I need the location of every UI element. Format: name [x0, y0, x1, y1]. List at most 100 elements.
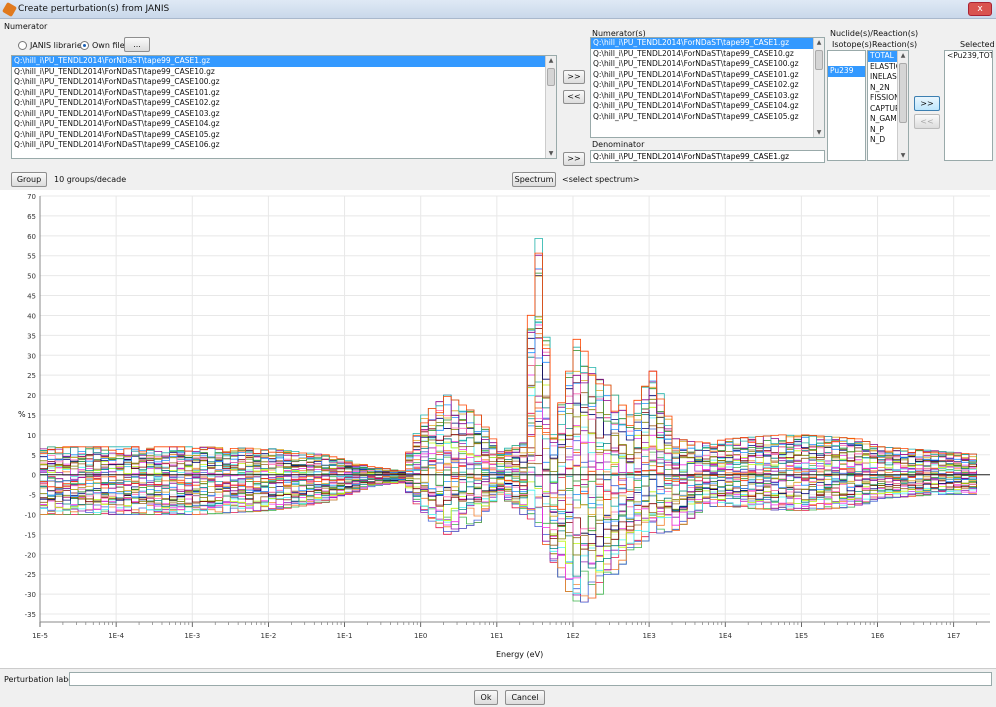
list-item[interactable]: N_D: [870, 135, 886, 144]
list-item[interactable]: ELASTIC: [870, 61, 902, 71]
x-tick-label: 1E-3: [184, 632, 200, 640]
title-bar: Create perturbation(s) from JANIS x: [0, 0, 996, 19]
reaction-header: Reaction(s): [872, 40, 918, 49]
y-axis-label: %: [18, 410, 26, 419]
groups-per-decade-text: 10 groups/decade: [54, 175, 127, 184]
y-tick-label: -35: [25, 611, 36, 619]
perturbation-label-input[interactable]: [69, 672, 992, 686]
list-item[interactable]: Q:\hill_i\PU_TENDL2014\ForNDaST\tape99_C…: [593, 48, 794, 58]
list-item[interactable]: Q:\hill_i\PU_TENDL2014\ForNDaST\tape99_C…: [14, 108, 220, 118]
y-tick-label: 5: [32, 452, 36, 460]
list-item[interactable]: Q:\hill_i\PU_TENDL2014\ForNDaST\tape99_C…: [591, 38, 824, 49]
denominator-field[interactable]: Q:\hill_i\PU_TENDL2014\ForNDaST\tape99_C…: [590, 150, 825, 163]
list-item[interactable]: INELAS...: [870, 72, 904, 81]
janis-libraries-radio[interactable]: [18, 41, 27, 50]
scroll-up-icon[interactable]: ▲: [548, 57, 554, 64]
scroll-thumb[interactable]: [547, 68, 555, 86]
y-tick-label: 20: [27, 392, 36, 400]
chart-svg: 7065605550454035302520151050-5-10-15-20-…: [25, 193, 990, 640]
series-line: [40, 254, 977, 473]
list-item[interactable]: CAPTURE: [870, 103, 905, 113]
perturbation-label-text: Perturbation label:: [4, 675, 79, 684]
bottom-bar: Perturbation label: Ok Cancel: [0, 668, 996, 707]
list-item[interactable]: N_GAM...: [870, 114, 904, 123]
browse-button[interactable]: ...: [124, 37, 150, 52]
series-line: [40, 481, 977, 602]
list-item[interactable]: Pu239: [828, 66, 865, 77]
own-files-radio[interactable]: [80, 41, 89, 50]
list-item[interactable]: Q:\hill_i\PU_TENDL2014\ForNDaST\tape99_C…: [14, 119, 220, 128]
series-line: [40, 275, 977, 474]
series-line: [40, 252, 977, 472]
list-item[interactable]: N_P: [870, 124, 884, 134]
y-tick-label: 70: [27, 193, 36, 201]
scroll-down-icon[interactable]: ▼: [548, 150, 554, 157]
group-button[interactable]: Group: [11, 172, 47, 187]
ok-button[interactable]: Ok: [474, 690, 498, 705]
series-line: [40, 471, 977, 580]
list-item[interactable]: TOTAL: [868, 51, 908, 62]
scroll-thumb[interactable]: [815, 50, 823, 70]
y-tick-label: 10: [27, 432, 36, 440]
list-item[interactable]: Q:\hill_i\PU_TENDL2014\ForNDaST\tape99_C…: [14, 129, 220, 139]
isotope-header: Isotope(s): [832, 40, 872, 49]
y-tick-label: 45: [27, 293, 36, 301]
numerator-scrollbar[interactable]: ▲ ▼: [545, 56, 556, 158]
remove-reaction-button[interactable]: <<: [914, 114, 940, 129]
scroll-up-icon[interactable]: ▲: [816, 39, 822, 46]
remove-numerator-button[interactable]: <<: [563, 90, 585, 104]
add-denominator-button[interactable]: >>: [563, 152, 585, 166]
list-item[interactable]: Q:\hill_i\PU_TENDL2014\ForNDaST\tape99_C…: [593, 59, 799, 68]
list-item[interactable]: Q:\hill_i\PU_TENDL2014\ForNDaST\tape99_C…: [12, 56, 556, 67]
list-item[interactable]: Q:\hill_i\PU_TENDL2014\ForNDaST\tape99_C…: [593, 90, 799, 100]
isotope-list[interactable]: Pu239: [827, 50, 866, 161]
list-item[interactable]: FISSION: [870, 93, 900, 102]
list-item[interactable]: Q:\hill_i\PU_TENDL2014\ForNDaST\tape99_C…: [593, 69, 799, 79]
scroll-down-icon[interactable]: ▼: [816, 129, 822, 136]
list-item[interactable]: Q:\hill_i\PU_TENDL2014\ForNDaST\tape99_C…: [593, 101, 799, 110]
selected-reactions-list[interactable]: <Pu239,TOTAL>: [944, 50, 993, 161]
list-item[interactable]: Q:\hill_i\PU_TENDL2014\ForNDaST\tape99_C…: [593, 80, 799, 89]
perturbation-chart: 70 65 60 55 50 45 40 35 30 25 20 15 10 5 0 -5 -10 -15 -20-…: [0, 190, 996, 668]
series-line: [40, 481, 977, 596]
x-tick-label: 1E-1: [337, 632, 353, 640]
reaction-scrollbar[interactable]: ▲ ▼: [897, 51, 908, 160]
series-line: [40, 238, 977, 473]
list-item[interactable]: N_2N: [870, 82, 890, 92]
y-tick-label: -20: [25, 551, 36, 559]
cancel-button[interactable]: Cancel: [505, 690, 545, 705]
close-button[interactable]: x: [968, 2, 992, 16]
list-item[interactable]: Q:\hill_i\PU_TENDL2014\ForNDaST\tape99_C…: [14, 98, 220, 107]
denominator-heading: Denominator: [592, 140, 645, 149]
list-item[interactable]: Q:\hill_i\PU_TENDL2014\ForNDaST\tape99_C…: [14, 77, 220, 86]
list-item[interactable]: Q:\hill_i\PU_TENDL2014\ForNDaST\tape99_C…: [593, 111, 799, 121]
y-tick-label: -5: [29, 492, 36, 500]
series-line: [40, 481, 977, 594]
y-tick-label: 40: [27, 312, 36, 320]
y-tick-label: -15: [25, 531, 36, 539]
scroll-thumb[interactable]: [899, 63, 907, 123]
list-item[interactable]: Q:\hill_i\PU_TENDL2014\ForNDaST\tape99_C…: [14, 87, 220, 97]
y-tick-label: 60: [27, 233, 36, 241]
add-numerator-button[interactable]: >>: [563, 70, 585, 84]
y-tick-label: -10: [25, 512, 36, 520]
scroll-up-icon[interactable]: ▲: [900, 52, 906, 59]
numerator-file-list[interactable]: Q:\hill_i\PU_TENDL2014\ForNDaST\tape99_C…: [11, 55, 557, 159]
y-tick-label: -25: [25, 571, 36, 579]
list-item[interactable]: Q:\hill_i\PU_TENDL2014\ForNDaST\tape99_C…: [14, 66, 215, 76]
numerators-scrollbar[interactable]: ▲ ▼: [813, 38, 824, 137]
selected-numerators-list[interactable]: Q:\hill_i\PU_TENDL2014\ForNDaST\tape99_C…: [590, 37, 825, 138]
y-tick-label: 35: [27, 332, 36, 340]
reaction-list[interactable]: TOTAL ELASTIC INELAS... N_2N FISSION CAPTURE N…: [867, 50, 909, 161]
spectrum-button[interactable]: Spectrum: [512, 172, 556, 187]
window-title: Create perturbation(s) from JANIS: [18, 4, 170, 14]
x-tick-label: 1E3: [642, 632, 655, 640]
series-line: [40, 275, 977, 473]
scroll-down-icon[interactable]: ▼: [900, 152, 906, 159]
list-item[interactable]: Q:\hill_i\PU_TENDL2014\ForNDaST\tape99_C…: [14, 140, 220, 149]
x-tick-label: 1E0: [414, 632, 427, 640]
y-tick-label: -30: [25, 591, 36, 599]
list-item[interactable]: <Pu239,TOTAL>: [947, 51, 992, 60]
x-tick-label: 1E5: [795, 632, 808, 640]
add-reaction-button[interactable]: >>: [914, 96, 940, 111]
